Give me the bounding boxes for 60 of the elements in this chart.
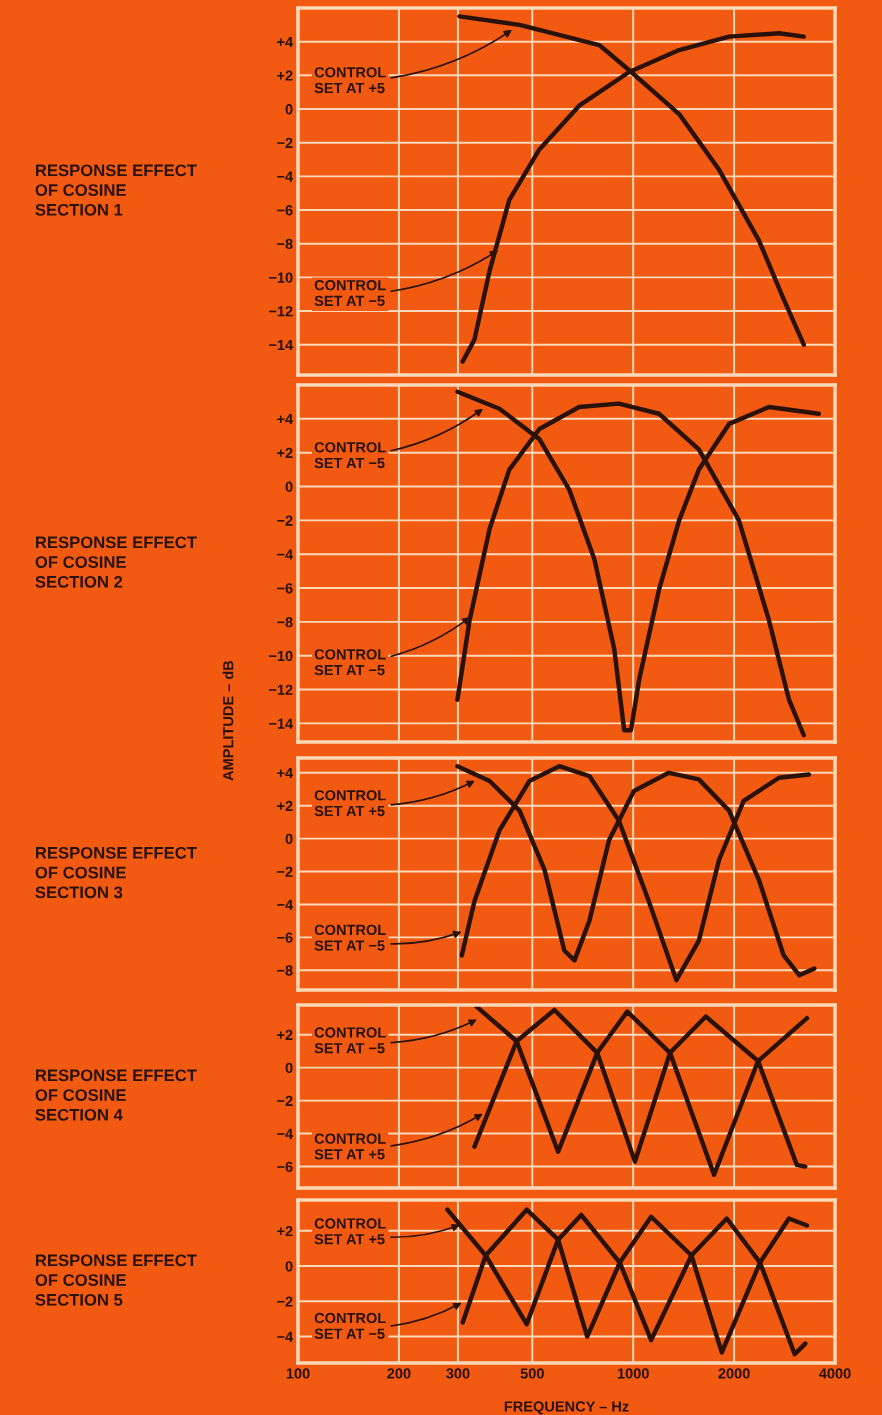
y-tick-label: +2 xyxy=(277,447,293,458)
annotation: CONTROL SET AT −5 xyxy=(314,1312,386,1339)
y-tick-label: +2 xyxy=(277,1225,293,1237)
text: RESPONSE EFFECT OF COSINE SECTION 3 xyxy=(35,846,197,899)
text: RESPONSE EFFECT OF COSINE SECTION 5 xyxy=(35,1254,197,1306)
y-tick-label: −6 xyxy=(277,1161,293,1172)
y-tick-label: −4 xyxy=(277,899,294,910)
y-tick-label: −8 xyxy=(277,965,293,976)
x-tick-label: 500 xyxy=(520,1368,544,1379)
x-axis-title: FREQUENCY – Hz xyxy=(504,1401,629,1415)
annotation: CONTROL SET AT +5 xyxy=(314,1218,386,1245)
annotation: CONTROL SET AT −5 xyxy=(314,649,386,676)
y-tick-label: −6 xyxy=(277,932,293,943)
annotation: CONTROL SET AT −5 xyxy=(314,279,386,307)
y-tick-label: −12 xyxy=(269,684,293,695)
annotation: CONTROL SET AT −5 xyxy=(314,442,386,469)
x-tick-label: 300 xyxy=(446,1368,470,1379)
y-tick-label: −4 xyxy=(277,549,294,560)
y-tick-label: −8 xyxy=(277,616,293,628)
y-tick-label: 0 xyxy=(285,104,293,115)
y-tick-label: 0 xyxy=(285,1261,293,1272)
y-tick-label: −12 xyxy=(269,306,293,317)
x-tick-label: 4000 xyxy=(819,1368,851,1379)
y-tick-label: −6 xyxy=(277,205,293,216)
y-tick-label: −2 xyxy=(277,515,293,526)
y-tick-label: −14 xyxy=(269,339,294,350)
y-tick-label: −4 xyxy=(277,171,294,182)
x-tick-label: 100 xyxy=(286,1368,310,1379)
y-tick-label: −4 xyxy=(277,1128,294,1139)
y-tick-label: 0 xyxy=(285,833,293,845)
annotation: CONTROL SET AT +5 xyxy=(314,67,386,94)
annotation: CONTROL SET AT −5 xyxy=(314,1027,386,1054)
y-tick-label: −2 xyxy=(277,866,293,877)
y-tick-label: −10 xyxy=(269,272,293,283)
text: RESPONSE EFFECT OF COSINE SECTION 2 xyxy=(35,536,197,588)
y-tick-label: −2 xyxy=(277,137,293,148)
y-tick-label: +4 xyxy=(277,768,294,779)
y-tick-label: −10 xyxy=(269,650,293,662)
x-tick-label: 2000 xyxy=(718,1368,750,1379)
y-tick-label: −6 xyxy=(277,583,293,594)
annotation: CONTROL SET AT +5 xyxy=(314,1133,386,1160)
y-axis-title: AMPLITUDE – dB xyxy=(222,660,234,781)
y-tick-label: +2 xyxy=(277,1029,293,1040)
text: RESPONSE EFFECT OF COSINE SECTION 4 xyxy=(35,1069,197,1121)
y-tick-label: −8 xyxy=(277,238,293,250)
y-tick-label: +2 xyxy=(277,800,293,811)
y-tick-label: +4 xyxy=(277,36,294,47)
y-tick-label: 0 xyxy=(285,1062,293,1074)
annotation: CONTROL SET AT −5 xyxy=(314,924,386,951)
y-tick-label: −2 xyxy=(277,1095,293,1106)
x-tick-label: 200 xyxy=(387,1368,411,1379)
y-tick-label: −4 xyxy=(277,1331,294,1342)
y-tick-label: 0 xyxy=(285,481,293,492)
x-tick-label: 1000 xyxy=(617,1368,649,1379)
y-tick-label: −2 xyxy=(277,1296,293,1307)
y-tick-label: +2 xyxy=(277,70,293,81)
annotation: CONTROL SET AT +5 xyxy=(314,790,386,817)
text: RESPONSE EFFECT OF COSINE SECTION 1 xyxy=(35,164,197,216)
y-tick-label: +4 xyxy=(277,414,294,425)
y-tick-label: −14 xyxy=(269,718,294,729)
